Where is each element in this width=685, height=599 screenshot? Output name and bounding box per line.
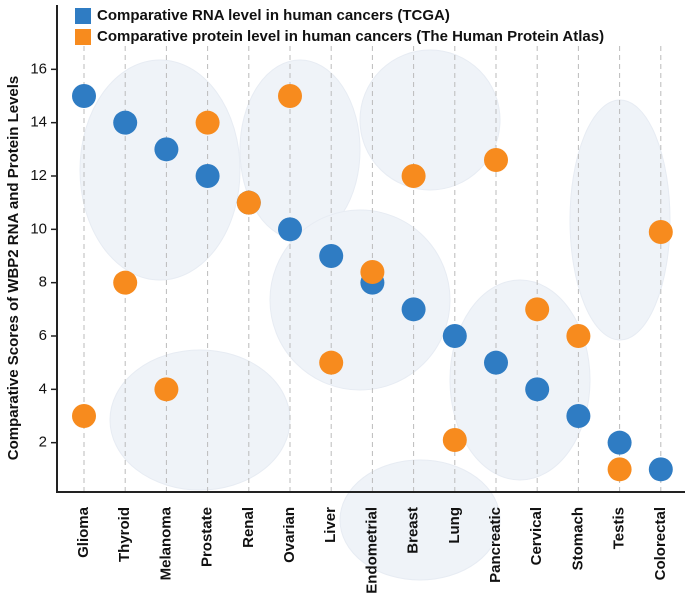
- data-point: [607, 430, 632, 455]
- data-point: [72, 404, 96, 428]
- x-tick-label: Melanoma: [157, 506, 174, 580]
- data-point: [525, 377, 550, 402]
- data-point: [278, 84, 302, 108]
- x-tick-label: Thyroid: [116, 507, 133, 562]
- y-tick-label: 14: [30, 114, 47, 131]
- y-tick-label: 2: [39, 434, 47, 451]
- data-point: [648, 457, 673, 482]
- data-point: [607, 457, 632, 482]
- data-point: [442, 428, 467, 452]
- data-point: [113, 270, 138, 295]
- background-shapes: [79, 49, 671, 581]
- x-tick-label: Cervical: [528, 507, 545, 565]
- data-point: [319, 350, 344, 375]
- y-tick-label: 8: [39, 274, 47, 291]
- data-point: [401, 297, 426, 322]
- y-tick-label: 12: [30, 167, 47, 184]
- data-point: [484, 350, 508, 375]
- data-point: [566, 404, 591, 428]
- x-tick-label: Testis: [611, 507, 628, 549]
- legend-label: Comparative RNA level in human cancers (…: [97, 7, 450, 24]
- data-point: [442, 324, 467, 348]
- data-point: [195, 110, 220, 135]
- x-tick-label: Ovarian: [281, 507, 298, 563]
- data-point: [278, 217, 302, 242]
- data-point: [195, 164, 220, 188]
- x-tick-label: Breast: [405, 507, 422, 554]
- data-point: [566, 324, 591, 348]
- x-tick-label: Glioma: [75, 506, 92, 558]
- y-tick-label: 10: [30, 220, 47, 237]
- data-point: [154, 137, 179, 162]
- x-tick-label: Endometrial: [363, 507, 380, 594]
- legend-label: Comparative protein level in human cance…: [97, 28, 604, 45]
- x-tick-label: Prostate: [199, 507, 216, 567]
- y-tick-label: 6: [39, 327, 47, 344]
- data-point: [360, 260, 385, 284]
- x-tick-label: Renal: [240, 507, 257, 548]
- x-tick-label: Colorectal: [652, 507, 669, 580]
- data-point: [72, 84, 96, 108]
- y-tick-label: 4: [39, 380, 47, 397]
- legend-swatch: [75, 29, 91, 45]
- data-point: [319, 244, 344, 268]
- x-tick-label: Pancreatic: [487, 507, 504, 583]
- legend-swatch: [75, 8, 91, 24]
- data-point: [236, 190, 261, 215]
- x-tick-label: Stomach: [569, 507, 586, 570]
- data-point: [401, 164, 426, 188]
- data-point: [154, 377, 179, 402]
- y-tick-label: 16: [30, 60, 47, 77]
- x-tick-label: Liver: [322, 507, 339, 543]
- x-tick-label: Lung: [446, 507, 463, 544]
- data-point: [525, 297, 550, 322]
- data-point: [484, 148, 508, 172]
- data-point: [113, 110, 138, 135]
- data-point: [648, 220, 673, 244]
- y-axis-label: Comparative Scores of WBP2 RNA and Prote…: [5, 76, 22, 461]
